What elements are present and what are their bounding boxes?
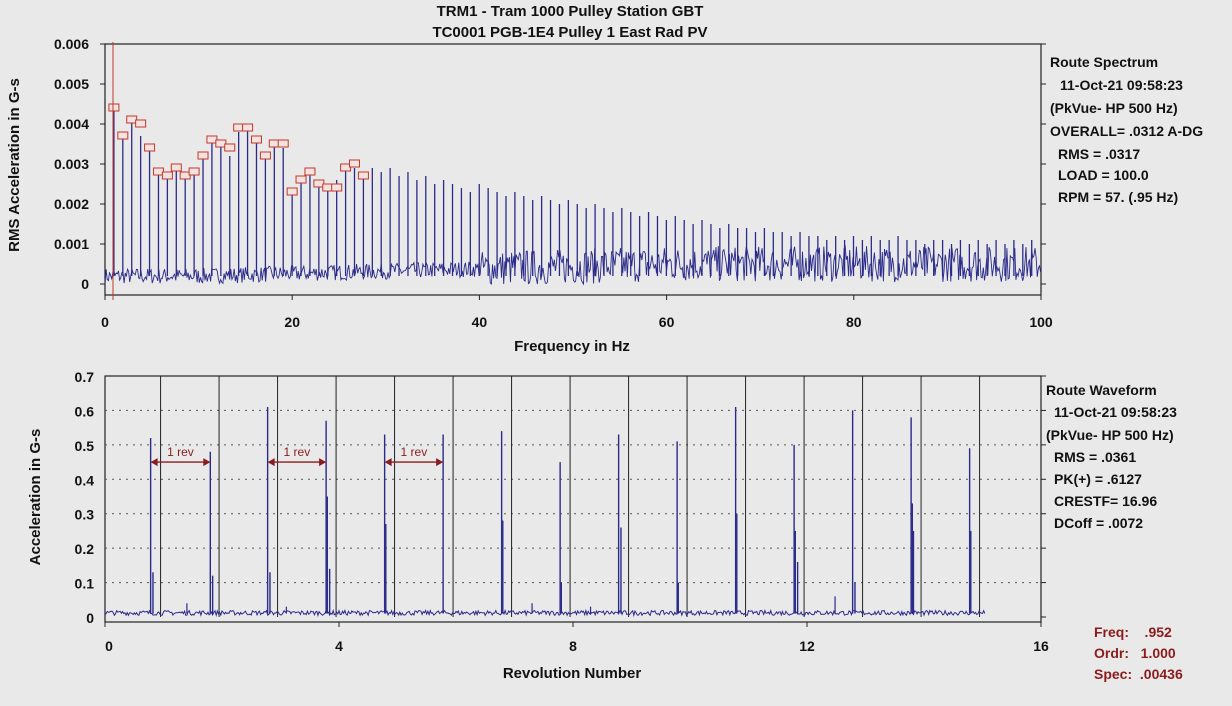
waveform-info-peak: PK(+) = .6127: [1054, 471, 1142, 487]
spectrum-frame: [104, 43, 1042, 296]
spectrum-peak-marker: [250, 135, 262, 144]
spectrum-info-heading: Route Spectrum: [1050, 54, 1158, 70]
rev-annotation-arrow-left: [384, 458, 392, 467]
spectrum-y-tick-label: 0.001: [54, 236, 89, 252]
spectrum-info-overall: OVERALL= .0312 A-DG: [1050, 123, 1203, 139]
spectrum-peak-marker: [242, 123, 254, 132]
waveform-y-tick-label: 0.5: [75, 438, 95, 454]
spectrum-x-axis-label: Frequency in Hz: [514, 338, 630, 355]
spectrum-peak-marker: [170, 163, 182, 172]
spectrum-info-panel: Route Spectrum 11-Oct-21 09:58:23 (PkVue…: [1050, 54, 1203, 205]
spectrum-peak-marker: [117, 131, 129, 140]
waveform-y-tick-label: 0.6: [75, 403, 95, 419]
waveform-info-crest: CRESTF= 16.96: [1054, 493, 1157, 509]
waveform-info-dcoff: DCoff = .0072: [1054, 515, 1143, 531]
spectrum-x-tick-label: 0: [101, 314, 109, 330]
waveform-x-tick-label: 8: [569, 638, 577, 654]
waveform-info-filter: (PkVue- HP 500 Hz): [1046, 427, 1174, 443]
spectrum-x-tick-label: 80: [846, 314, 862, 330]
waveform-x-tick-label: 4: [335, 638, 343, 654]
spectrum-x-tick-label: 60: [659, 314, 675, 330]
spectrum-peak-marker: [135, 119, 147, 128]
waveform-y-tick-label: 0.7: [75, 369, 95, 385]
spectrum-y-tick-label: 0.004: [54, 116, 89, 132]
cursor-readout-freq: Freq: .952: [1094, 624, 1172, 640]
waveform-info-panel: Route Waveform 11-Oct-21 09:58:23 (PkVue…: [1046, 382, 1177, 531]
spectrum-peak-marker: [295, 175, 307, 184]
waveform-info-rms: RMS = .0361: [1054, 449, 1136, 465]
waveform-x-axis-label: Revolution Number: [503, 665, 642, 682]
spectrum-peak-marker: [259, 151, 271, 160]
rev-annotation-arrow-left: [267, 458, 275, 467]
waveform-info-date: 11-Oct-21 09:58:23: [1054, 404, 1177, 420]
rev-annotation-arrow-right: [436, 458, 444, 467]
rev-annotation-label: 1 rev: [167, 445, 194, 459]
rev-annotation-arrow-right: [319, 458, 327, 467]
spectrum-peak-marker: [286, 187, 298, 196]
waveform-y-tick-label: 0.4: [75, 472, 95, 488]
spectrum-peak-marker: [304, 167, 316, 176]
spectrum-info-rms: RMS = .0317: [1058, 146, 1140, 162]
title-line-1: TRM1 - Tram 1000 Pulley Station GBT: [437, 3, 704, 20]
waveform-x-tick-label: 12: [799, 638, 815, 654]
spectrum-peak-marker: [108, 103, 120, 112]
spectrum-info-load: LOAD = 100.0: [1058, 167, 1149, 183]
spectrum-peak-markers: [108, 103, 369, 196]
cursor-readout-spec: Spec: .00436: [1094, 666, 1183, 682]
spectrum-y-tick-label: 0.003: [54, 156, 89, 172]
waveform-ticks: 0 0.1 0.2 0.3 0.4 0.5 0.6 0.7 0 4 8 12 16: [75, 369, 1049, 654]
spectrum-peak-marker: [277, 139, 289, 148]
cursor-readout-order: Ordr: 1.000: [1094, 645, 1176, 661]
spectrum-peak-marker: [349, 159, 361, 168]
spectrum-y-tick-label: 0: [81, 276, 89, 292]
spectrum-y-tick-label: 0.002: [54, 196, 89, 212]
waveform-trace: [104, 406, 986, 618]
spectrum-plot: 0 0.001 0.002 0.003 0.004 0.005 0.006 0 20 40 60 80…: [6, 36, 1053, 355]
waveform-baseline: [104, 608, 986, 618]
waveform-x-tick-label: 0: [105, 638, 113, 654]
waveform-info-heading: Route Waveform: [1046, 382, 1157, 398]
spectrum-ticks: 0 0.001 0.002 0.003 0.004 0.005 0.006 0 20 40 60 80…: [54, 36, 1053, 330]
spectrum-peak-marker: [197, 151, 209, 160]
spectrum-y-tick-label: 0.005: [54, 76, 89, 92]
spectrum-peak-marker: [161, 171, 173, 180]
spectrum-info-rpm: RPM = 57. (.95 Hz): [1058, 189, 1178, 205]
rev-annotation-arrow-left: [150, 458, 158, 467]
spectrum-trace: [104, 108, 1042, 286]
spectrum-peak-marker: [144, 143, 156, 152]
spectrum-info-filter: (PkVue- HP 500 Hz): [1050, 100, 1178, 116]
spectrum-noise-floor: [104, 244, 1042, 286]
spectrum-y-tick-label: 0.006: [54, 36, 89, 52]
waveform-y-axis-label: Acceleration in G-s: [27, 429, 44, 566]
waveform-x-tick-label: 16: [1033, 638, 1049, 654]
spectrum-x-tick-label: 20: [284, 314, 300, 330]
waveform-y-tick-label: 0: [86, 610, 94, 626]
revolution-annotations: 1 rev 1 rev 1 rev: [150, 445, 444, 467]
rev-annotation-label: 1 rev: [401, 445, 428, 459]
spectrum-peak-marker: [224, 143, 236, 152]
rev-annotation-label: 1 rev: [284, 445, 311, 459]
waveform-y-tick-label: 0.1: [75, 576, 95, 592]
title-line-2: TC0001 PGB-1E4 Pulley 1 East Rad PV: [432, 24, 707, 41]
waveform-plot: 00.10.20.30.40.50.60.70 4 8 12 16 1 rev 1 rev…: [27, 369, 1049, 682]
cursor-readout: Freq: .952 Ordr: 1.000 Spec: .00436: [1094, 624, 1183, 682]
spectrum-peak-marker: [188, 167, 200, 176]
spectrum-x-tick-label: 100: [1029, 314, 1053, 330]
spectrum-peak-marker: [331, 183, 343, 192]
waveform-grid: [105, 376, 1041, 617]
waveform-y-tick-label: 0.3: [75, 507, 95, 523]
waveform-y-tick-label: 0.2: [75, 541, 95, 557]
spectrum-info-date: 11-Oct-21 09:58:23: [1060, 77, 1183, 93]
spectrum-peak-marker: [357, 171, 369, 180]
spectrum-y-axis-label: RMS Acceleration in G-s: [6, 78, 23, 252]
rev-annotation-arrow-right: [203, 458, 211, 467]
spectrum-x-tick-label: 40: [472, 314, 488, 330]
